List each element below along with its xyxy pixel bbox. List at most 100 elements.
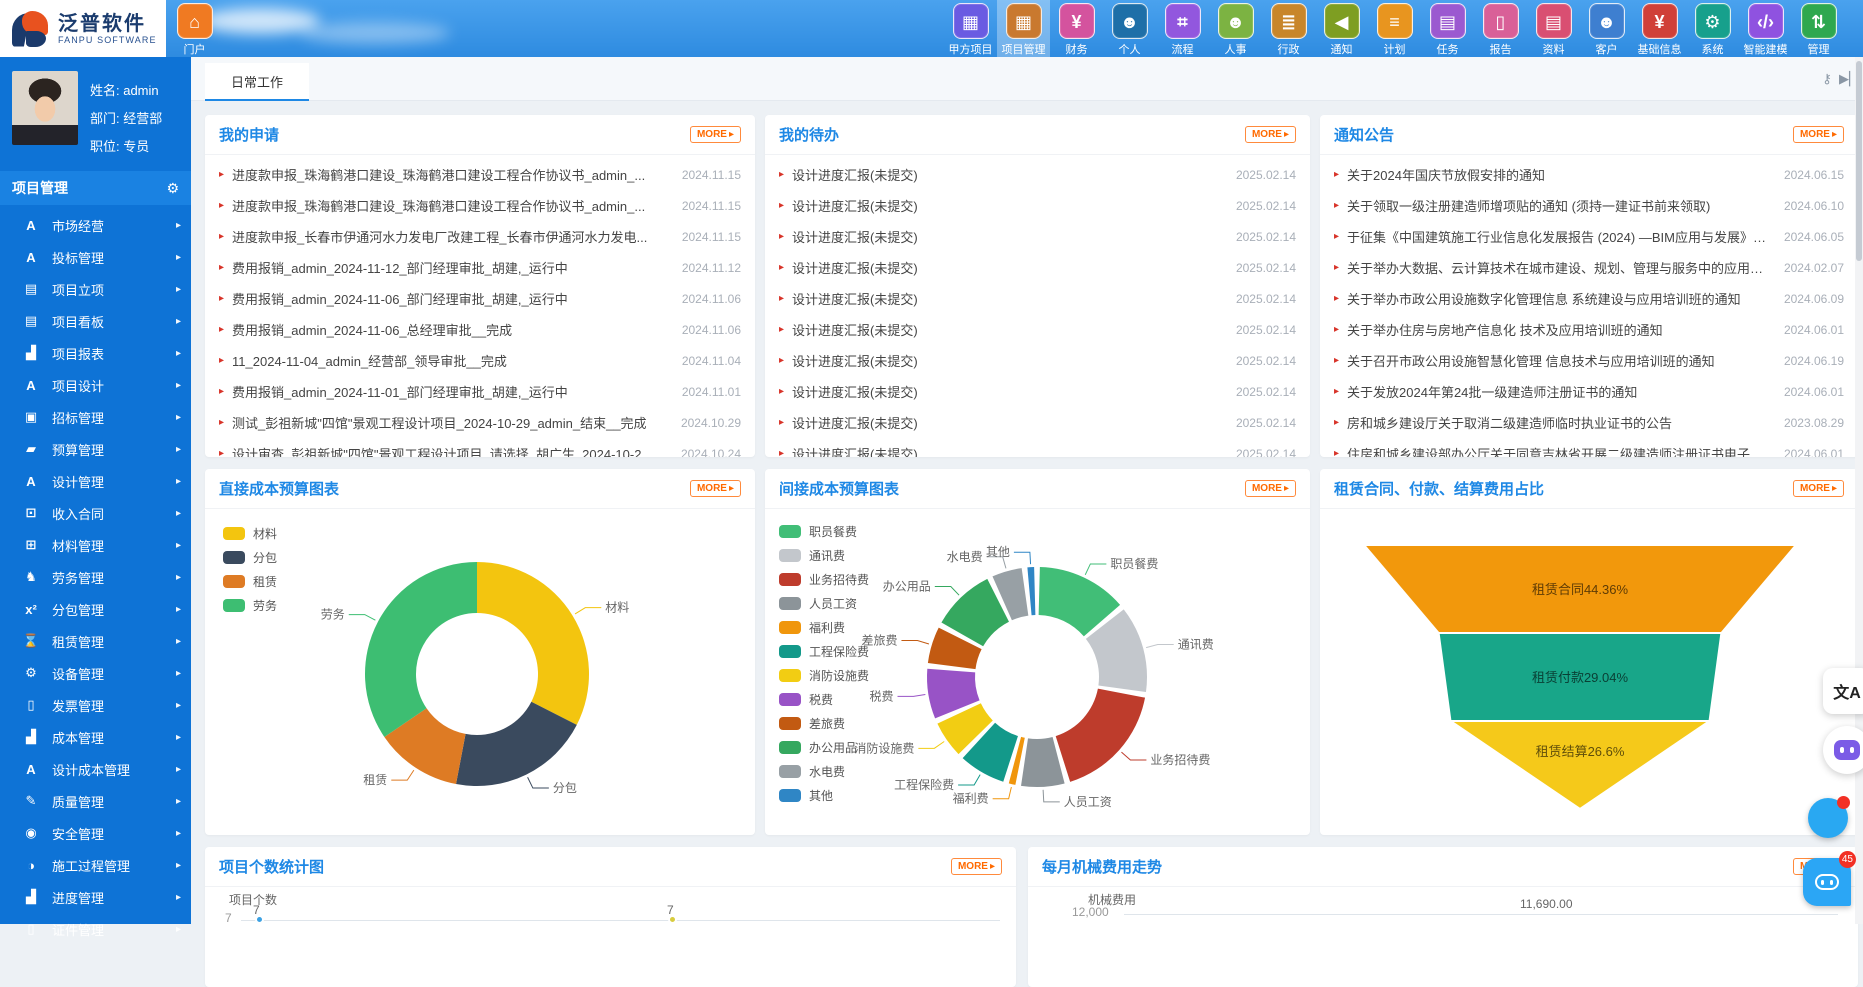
- list-item[interactable]: ▸ 设计进度汇报(未提交) 2025.02.14: [779, 407, 1296, 438]
- topnav-item-计划[interactable]: ≡ 计划: [1368, 0, 1421, 57]
- sidebar-item-项目报表[interactable]: ▟ 项目报表 ▸: [0, 337, 191, 369]
- list-item[interactable]: ▸ 设计进度汇报(未提交) 2025.02.14: [779, 345, 1296, 376]
- panel-title[interactable]: 通知公告: [1334, 127, 1395, 144]
- panel-title[interactable]: 项目个数统计图: [219, 859, 325, 876]
- topnav-item-智能建模[interactable]: ‹/› 智能建模: [1739, 0, 1792, 57]
- list-item[interactable]: ▸ 设计进度汇报(未提交) 2025.02.14: [779, 159, 1296, 190]
- topnav-item-任务[interactable]: ▤ 任务: [1421, 0, 1474, 57]
- list-item[interactable]: ▸ 费用报销_admin_2024-11-12_部门经理审批_胡建,_运行中 202…: [219, 252, 741, 283]
- more-button[interactable]: MORE: [1792, 480, 1844, 497]
- donut-slice[interactable]: [477, 562, 589, 725]
- more-button[interactable]: MORE: [689, 126, 741, 143]
- topnav-item-甲方项目[interactable]: ▦ 甲方项目: [944, 0, 997, 57]
- topnav-item-财务[interactable]: ¥ 财务: [1050, 0, 1103, 57]
- sidebar-item-项目看板[interactable]: ▤ 项目看板 ▸: [0, 305, 191, 337]
- list-item[interactable]: ▸ 关于召开市政公用设施智慧化管理 信息技术与应用培训班的通知 2024.06.19: [1334, 345, 1844, 376]
- more-button[interactable]: MORE: [689, 480, 741, 497]
- avatar[interactable]: [12, 71, 78, 145]
- list-item[interactable]: ▸ 进度款申报_长春市伊通河水力发电厂改建工程_长春市伊通河水力发电... 2024…: [219, 221, 741, 252]
- sidebar-item-成本管理[interactable]: ▟ 成本管理 ▸: [0, 721, 191, 753]
- ai-assistant-button[interactable]: [1823, 726, 1863, 774]
- indirect-cost-donut-chart[interactable]: 职员餐费通讯费业务招待费人员工资福利费工程保险费消防设施费税费差旅费办公用品水电…: [765, 509, 1310, 829]
- collapse-panel-icon[interactable]: ▶▏: [1839, 71, 1859, 86]
- list-item[interactable]: ▸ 设计进度汇报(未提交) 2025.02.14: [779, 221, 1296, 252]
- donut-slice[interactable]: [927, 627, 982, 670]
- legend-item[interactable]: 消防设施费: [779, 663, 869, 687]
- panel-title[interactable]: 我的申请: [219, 127, 280, 144]
- list-item[interactable]: ▸ 设计进度汇报(未提交) 2025.02.14: [779, 190, 1296, 221]
- donut-slice[interactable]: [962, 722, 1018, 782]
- list-item[interactable]: ▸ 房和城乡建设厅关于取消二级建造师临时执业证书的公告 2023.08.29: [1334, 407, 1844, 438]
- donut-slice[interactable]: [1027, 567, 1036, 616]
- sidebar-item-租赁管理[interactable]: ⌛ 租赁管理 ▸: [0, 625, 191, 657]
- legend-item[interactable]: 材料: [223, 521, 277, 545]
- funnel-band[interactable]: [1447, 720, 1713, 811]
- sidebar-item-发票管理[interactable]: ▯ 发票管理 ▸: [0, 689, 191, 721]
- sidebar-item-招标管理[interactable]: ▣ 招标管理 ▸: [0, 401, 191, 433]
- list-item[interactable]: ▸ 关于2024年国庆节放假安排的通知 2024.06.15: [1334, 159, 1844, 190]
- bar-point-marker[interactable]: [668, 915, 677, 924]
- list-item[interactable]: ▸ 关于举办大数据、云计算技术在城市建设、规划、管理与服务中的应用培训班... 20…: [1334, 252, 1844, 283]
- scrollbar-thumb[interactable]: [1856, 61, 1862, 261]
- sidebar-item-施工过程管理[interactable]: ◑ 施工过程管理 ▸: [0, 849, 191, 881]
- gear-icon[interactable]: ⚙: [166, 179, 179, 196]
- list-item[interactable]: ▸ 于征集《中国建筑施工行业信息化发展报告 (2024) —BIM应用与发展》材料…: [1334, 221, 1844, 252]
- list-item[interactable]: ▸ 关于发放2024年第24批一级建造师注册证书的通知 2024.06.01: [1334, 376, 1844, 407]
- legend-item[interactable]: 分包: [223, 545, 277, 569]
- legend-item[interactable]: 工程保险费: [779, 639, 869, 663]
- list-item[interactable]: ▸ 测试_彭祖新城"四馆"景观工程设计项目_2024-10-29_admin_结束…: [219, 407, 741, 438]
- list-item[interactable]: ▸ 设计审查_彭祖新城"四馆"景观工程设计项目_请选择_胡广生_2024-10-2…: [219, 438, 741, 458]
- topnav-item-系统[interactable]: ⚙ 系统: [1686, 0, 1739, 57]
- donut-slice[interactable]: [1055, 688, 1146, 782]
- donut-slice[interactable]: [1038, 567, 1121, 637]
- sidebar-item-分包管理[interactable]: x² 分包管理 ▸: [0, 593, 191, 625]
- donut-slice[interactable]: [365, 562, 477, 737]
- translate-tool-button[interactable]: 文A: [1823, 668, 1863, 714]
- topnav-item-资料[interactable]: ▤ 资料: [1527, 0, 1580, 57]
- topnav-item-客户[interactable]: ☻ 客户: [1580, 0, 1633, 57]
- list-item[interactable]: ▸ 关于举办市政公用设施数字化管理信息 系统建设与应用培训班的通知 2024.06.…: [1334, 283, 1844, 314]
- topnav-item-管理[interactable]: ⇅ 管理: [1792, 0, 1845, 57]
- list-item[interactable]: ▸ 进度款申报_珠海鹤港口建设_珠海鹤港口建设工程合作协议书_admin_... 2…: [219, 159, 741, 190]
- legend-item[interactable]: 税费: [779, 687, 869, 711]
- list-item[interactable]: ▸ 费用报销_admin_2024-11-01_部门经理审批_胡建,_运行中 202…: [219, 376, 741, 407]
- sidebar-item-收入合同[interactable]: ⊡ 收入合同 ▸: [0, 497, 191, 529]
- list-item[interactable]: ▸ 设计进度汇报(未提交) 2025.02.14: [779, 314, 1296, 345]
- legend-item[interactable]: 水电费: [779, 759, 869, 783]
- list-item[interactable]: ▸ 关于举办住房与房地产信息化 技术及应用培训班的通知 2024.06.01: [1334, 314, 1844, 345]
- topnav-item-个人[interactable]: ☻ 个人: [1103, 0, 1156, 57]
- topnav-item-报告[interactable]: ▯ 报告: [1474, 0, 1527, 57]
- more-button[interactable]: MORE: [950, 858, 1002, 875]
- sidebar-item-投标管理[interactable]: A 投标管理 ▸: [0, 241, 191, 273]
- legend-item[interactable]: 福利费: [779, 615, 869, 639]
- legend-item[interactable]: 通讯费: [779, 543, 869, 567]
- topnav-item-门户[interactable]: ⌂ 门户: [168, 0, 221, 57]
- panel-title[interactable]: 租赁合同、付款、结算费用占比: [1334, 481, 1545, 498]
- list-item[interactable]: ▸ 关于领取一级注册建造师增项贴的通知 (须持一建证书前来领取) 2024.06.1…: [1334, 190, 1844, 221]
- donut-slice[interactable]: [1008, 736, 1025, 785]
- donut-slice[interactable]: [456, 701, 577, 786]
- sidebar-item-劳务管理[interactable]: ♞ 劳务管理 ▸: [0, 561, 191, 593]
- key-icon[interactable]: ⚷: [1822, 71, 1832, 86]
- donut-slice[interactable]: [927, 668, 980, 719]
- sidebar-item-质量管理[interactable]: ✎ 质量管理 ▸: [0, 785, 191, 817]
- topnav-item-人事[interactable]: ☻ 人事: [1209, 0, 1262, 57]
- more-button[interactable]: MORE: [1792, 126, 1844, 143]
- donut-slice[interactable]: [992, 568, 1029, 621]
- sidebar-item-证件管理[interactable]: ▯ 证件管理 ▸: [0, 913, 191, 945]
- tab-daily-work[interactable]: 日常工作: [205, 63, 310, 101]
- list-item[interactable]: ▸ 住房和城乡建设部办公厅关于同意吉林省开展二级建造师注册证书电子化试点... 20…: [1334, 438, 1844, 458]
- bar-point-marker[interactable]: [255, 915, 264, 924]
- legend-item[interactable]: 人员工资: [779, 591, 869, 615]
- legend-item[interactable]: 劳务: [223, 593, 277, 617]
- legend-item[interactable]: 其他: [779, 783, 869, 807]
- page-scrollbar[interactable]: [1855, 57, 1863, 924]
- donut-slice[interactable]: [1021, 737, 1065, 787]
- topnav-item-通知[interactable]: ◀ 通知: [1315, 0, 1368, 57]
- donut-slice[interactable]: [384, 708, 466, 785]
- topnav-item-行政[interactable]: ≣ 行政: [1262, 0, 1315, 57]
- list-item[interactable]: ▸ 设计进度汇报(未提交) 2025.02.14: [779, 252, 1296, 283]
- list-item[interactable]: ▸ 11_2024-11-04_admin_经营部_领导审批__完成 2024.11…: [219, 345, 741, 376]
- list-item[interactable]: ▸ 费用报销_admin_2024-11-06_总经理审批__完成 2024.11.…: [219, 314, 741, 345]
